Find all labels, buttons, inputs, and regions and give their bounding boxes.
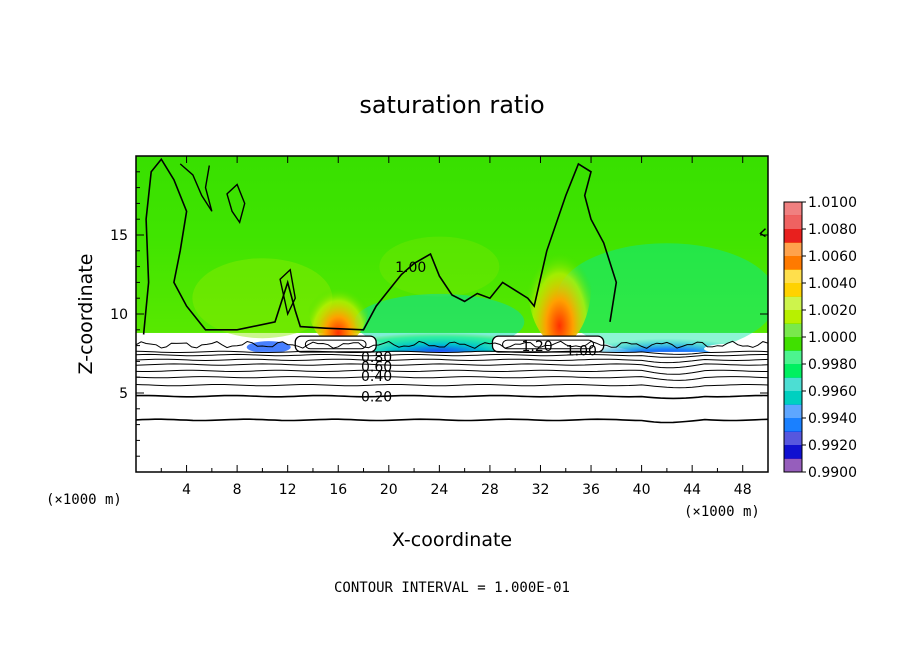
colorbar: 1.0100 1.0080 1.0060 1.0040 1.0020 1.0000 0.99… xyxy=(783,195,857,481)
contour-line xyxy=(179,163,213,212)
x-tick-label: 20 xyxy=(380,482,398,498)
supersat-plume xyxy=(527,220,592,345)
field-lower xyxy=(136,351,768,472)
x-tick-label: 16 xyxy=(329,482,347,498)
contour-label: 1.00 xyxy=(566,344,597,360)
colorbar-tick-label: 1.0000 xyxy=(808,330,857,346)
moist-region xyxy=(379,236,500,297)
colorbar-band xyxy=(784,445,802,459)
contour-line xyxy=(136,369,768,375)
colorbar-tick-label: 0.9980 xyxy=(808,357,857,373)
contour-line xyxy=(136,340,768,349)
contour-line xyxy=(136,353,768,358)
y-tick-label: 5 xyxy=(119,386,128,402)
contour-line xyxy=(226,183,246,225)
contour-interval-note: CONTOUR INTERVAL = 1.000E-01 xyxy=(334,580,570,596)
colorbar-band xyxy=(784,458,802,473)
colorbar-band xyxy=(784,391,802,405)
colorbar-band xyxy=(784,431,802,446)
contour-labels: 1.00 1.20 1.00 0.800.600.40 0.20 xyxy=(361,260,597,406)
x-tick-label: 48 xyxy=(734,482,752,498)
colorbar-band xyxy=(784,269,802,284)
colorbar-band xyxy=(784,283,802,297)
colorbar-tick-label: 0.9920 xyxy=(808,438,857,454)
colorbar-tick-label: 0.9940 xyxy=(808,411,857,427)
colorbar-tick-label: 0.9960 xyxy=(808,384,857,400)
contour-line xyxy=(136,418,768,424)
contour-label: 0.60 xyxy=(361,359,392,375)
contour-label: 0.20 xyxy=(361,389,392,405)
y-tick-label: 15 xyxy=(110,228,128,244)
contour-line xyxy=(279,268,296,317)
y-axis-ticks: 5 10 15 xyxy=(110,171,768,457)
x-tick-label: 12 xyxy=(279,482,297,498)
x-tick-label: 36 xyxy=(582,482,600,498)
colorbar-band xyxy=(784,350,802,365)
contour-line xyxy=(136,350,768,355)
colorbar-tick-label: 1.0060 xyxy=(808,249,857,265)
x-tick-label: 28 xyxy=(481,482,499,498)
x-axis-ticks: 4 8 12 16 20 24 28 32 36 40 44 48 xyxy=(160,156,752,498)
colorbar-band xyxy=(784,404,802,419)
colorbar-band xyxy=(784,310,802,324)
contour-line-120 xyxy=(304,339,367,350)
contour-line-120 xyxy=(502,339,595,350)
y-axis-label: Z-coordinate xyxy=(75,254,97,375)
contour-label: 0.80 xyxy=(361,350,392,366)
chart-title: saturation ratio xyxy=(359,91,544,119)
x-tick-label: 40 xyxy=(633,482,651,498)
contour-line xyxy=(759,228,766,238)
contour-line xyxy=(136,384,768,389)
x-axis-unit-left: (×1000 m) xyxy=(46,492,122,508)
contour-line xyxy=(136,376,768,381)
contour-line xyxy=(136,394,768,400)
x-tick-label: 24 xyxy=(430,482,448,498)
saturation-field xyxy=(136,156,768,472)
colorbar-band xyxy=(784,229,802,243)
colorbar-tick-label: 1.0020 xyxy=(808,303,857,319)
colorbar-band xyxy=(784,296,802,311)
x-axis-unit-right: (×1000 m) xyxy=(684,504,760,520)
x-tick-label: 44 xyxy=(683,482,701,498)
x-tick-label: 32 xyxy=(532,482,550,498)
x-tick-label: 8 xyxy=(233,482,242,498)
contour-line-100 xyxy=(142,157,618,335)
colorbar-band xyxy=(784,364,802,378)
x-tick-label: 4 xyxy=(182,482,191,498)
colorbar-band xyxy=(784,418,802,432)
colorbar-band xyxy=(784,215,802,230)
colorbar-tick-label: 1.0100 xyxy=(808,195,857,211)
contour-line xyxy=(136,363,768,369)
colorbar-band xyxy=(784,202,802,216)
colorbar-band xyxy=(784,337,802,351)
contour-lines xyxy=(136,157,768,424)
colorbar-tick-label: 1.0040 xyxy=(808,276,857,292)
subsat-band xyxy=(344,326,535,359)
y-tick-label: 10 xyxy=(110,307,128,323)
colorbar-tick-label: 1.0080 xyxy=(808,222,857,238)
colorbar-band xyxy=(784,323,802,338)
supersat-plume xyxy=(308,268,369,345)
contour-line xyxy=(136,358,768,364)
colorbar-band xyxy=(784,242,802,257)
x-axis-label: X-coordinate xyxy=(392,529,512,551)
colorbar-band xyxy=(784,377,802,392)
colorbar-tick-label: 0.9900 xyxy=(808,465,857,481)
subsat-band xyxy=(246,341,291,354)
contour-label: 0.40 xyxy=(361,369,392,385)
contour-label: 1.20 xyxy=(522,339,553,355)
dry-region xyxy=(556,243,768,354)
contour-label: 1.00 xyxy=(395,260,426,276)
colorbar-band xyxy=(784,256,802,270)
